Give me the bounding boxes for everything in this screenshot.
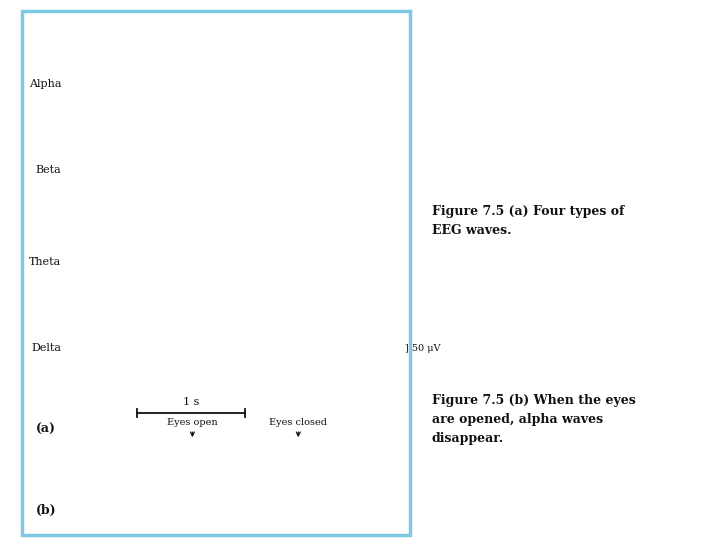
Text: ] 50 μV: ] 50 μV (405, 344, 440, 353)
Text: disappear.: disappear. (432, 432, 504, 445)
Text: Theta: Theta (29, 257, 61, 267)
Text: (b): (b) (36, 504, 57, 517)
Text: are opened, alpha waves: are opened, alpha waves (432, 413, 603, 426)
Text: Beta: Beta (35, 165, 61, 175)
Text: 1 s: 1 s (183, 396, 199, 407)
Text: (a): (a) (36, 423, 56, 436)
Text: Alpha: Alpha (29, 79, 61, 89)
Text: Eyes closed: Eyes closed (269, 417, 328, 427)
Text: Delta: Delta (31, 343, 61, 353)
Text: Figure 7.5 (a) Four types of: Figure 7.5 (a) Four types of (432, 205, 624, 218)
Text: Figure 7.5 (b) When the eyes: Figure 7.5 (b) When the eyes (432, 394, 636, 407)
Text: EEG waves.: EEG waves. (432, 224, 511, 237)
Text: Eyes open: Eyes open (167, 417, 217, 427)
